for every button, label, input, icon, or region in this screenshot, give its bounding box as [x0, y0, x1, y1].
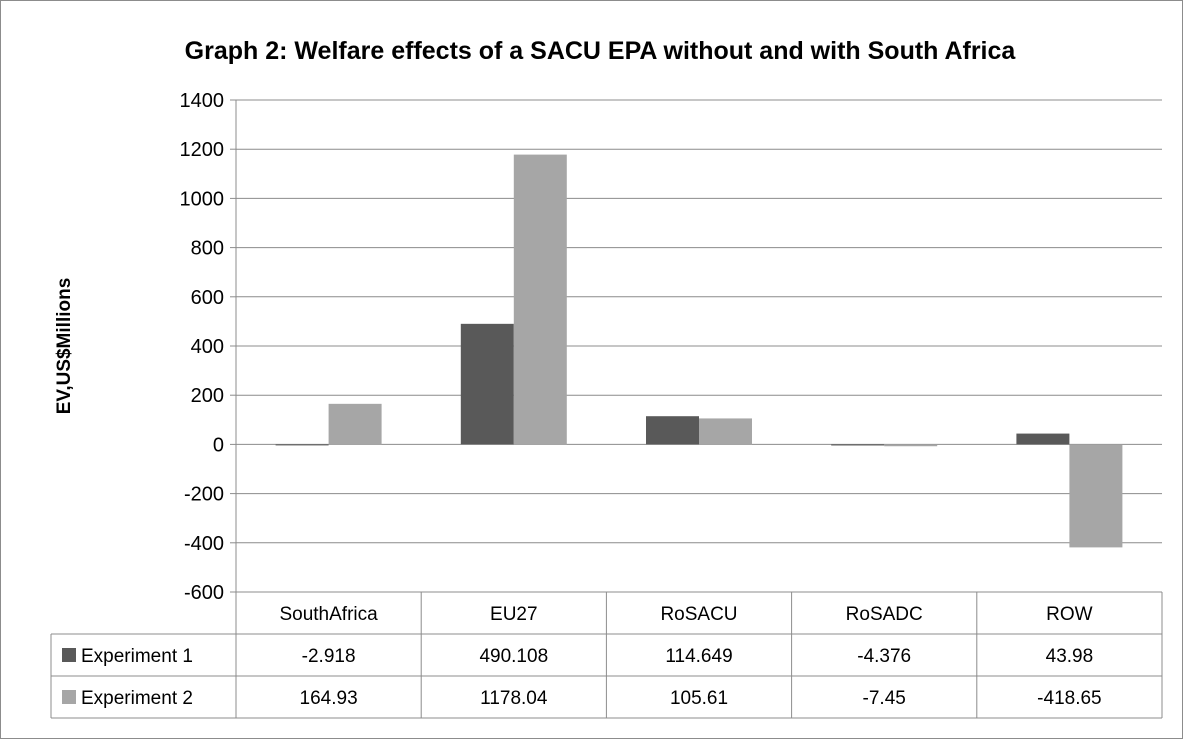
category-label: SouthAfrica: [279, 604, 378, 625]
category-label: EU27: [490, 604, 538, 625]
bar-1-southafrica: [275, 444, 329, 446]
y-tick-label: 800: [191, 238, 224, 260]
legend-label: Experiment 2: [81, 688, 193, 709]
data-label: 164.93: [300, 688, 358, 709]
data-label: 490.108: [479, 646, 548, 667]
y-axis-label: EV,US$Millions: [54, 278, 75, 415]
y-tick-label: 200: [191, 385, 224, 407]
bar-1-row: [1016, 433, 1070, 445]
y-tick-label: 1400: [180, 90, 225, 112]
legend-key: [62, 690, 76, 704]
data-label: 105.61: [670, 688, 728, 709]
bar-1-eu27: [460, 323, 514, 445]
bar-1-rosacu: [646, 416, 699, 445]
data-label: 1178.04: [480, 688, 548, 709]
data-label: 114.649: [665, 646, 732, 667]
category-label: RoSADC: [846, 604, 923, 625]
y-tick-label: -400: [184, 533, 224, 555]
data-label: -2.918: [302, 646, 356, 667]
bar-1-rosadc: [831, 444, 885, 446]
bar-2-eu27: [513, 154, 567, 445]
y-tick-label: -600: [184, 582, 224, 604]
legend-label: Experiment 1: [81, 646, 193, 667]
data-label: 43.98: [1046, 646, 1094, 667]
bar-2-southafrica: [328, 403, 382, 445]
legend-key: [62, 648, 76, 662]
data-label: -418.65: [1037, 688, 1101, 709]
gridlines: [230, 99, 1162, 593]
y-tick-label: 1000: [180, 188, 225, 210]
y-tick-label: 400: [191, 336, 224, 358]
y-tick-label: 0: [213, 434, 224, 456]
category-label: RoSACU: [660, 604, 737, 625]
y-axis-ticks: 1400 1200 1000 800 600 400 200 0 -200 -400 -600: [180, 90, 225, 604]
y-tick-label: -200: [184, 484, 224, 506]
chart-title: Graph 2: Welfare effects of a SACU EPA w…: [185, 37, 1017, 65]
y-tick-label: 600: [191, 287, 224, 309]
bar-2-rosacu: [699, 418, 752, 445]
category-label: ROW: [1046, 604, 1093, 625]
bars: [275, 154, 1123, 548]
y-tick-label: 1200: [180, 139, 225, 161]
bar-2-row: [1069, 444, 1123, 548]
data-label: -7.45: [863, 688, 906, 709]
data-table: SouthAfrica EU27 RoSACU RoSADC ROW Experiment…: [50, 591, 1163, 719]
bar-2-rosadc: [884, 444, 938, 447]
data-label: -4.376: [857, 646, 911, 667]
